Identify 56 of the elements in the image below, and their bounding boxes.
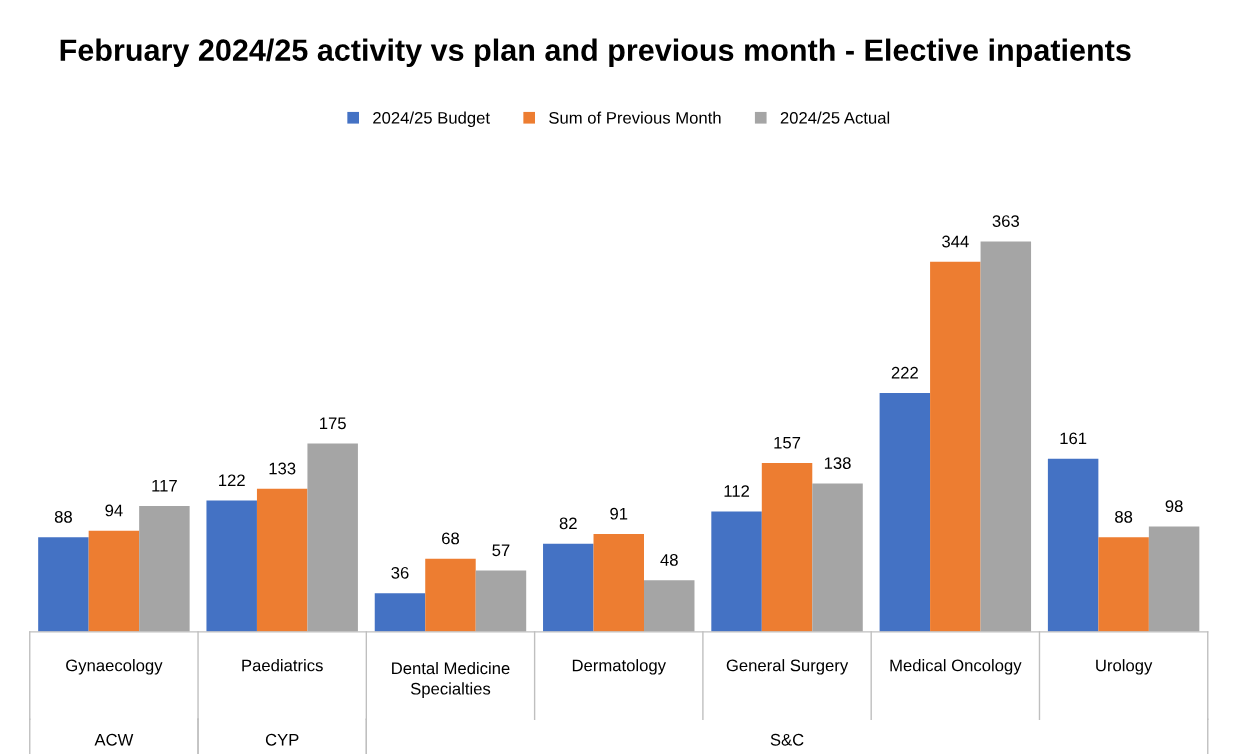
x-tick-label: Urology (1096, 659, 1153, 675)
data-label: 133 (269, 462, 296, 475)
data-label: 88 (54, 510, 72, 523)
x-tick-label: Paediatrics (242, 659, 323, 672)
data-label: 36 (391, 566, 409, 579)
bar (543, 543, 594, 632)
data-label: 222 (891, 366, 918, 379)
x-tick-label: General Surgery (726, 659, 849, 675)
bar (711, 511, 762, 632)
data-label: 122 (219, 474, 245, 487)
data-label: 68 (442, 532, 460, 545)
data-label: 161 (1060, 432, 1087, 445)
bar (879, 393, 931, 632)
bar (139, 506, 190, 632)
data-label: 363 (992, 215, 1019, 227)
data-label: 82 (559, 517, 577, 530)
x-tick-label: Dermatology (572, 659, 666, 675)
data-label: 138 (824, 457, 851, 470)
data-label: 57 (492, 544, 510, 557)
bar (88, 530, 140, 632)
data-label: 94 (105, 504, 123, 517)
legend-label: Sum of Previous Month (549, 111, 721, 124)
bar (38, 537, 89, 632)
data-label: 91 (610, 507, 628, 520)
x-tick-label: Medical Oncology (890, 659, 1022, 675)
bar (761, 462, 813, 632)
bar (930, 261, 981, 632)
x-tick-label: Dental Medicine Specialties (392, 662, 510, 698)
data-label: 175 (320, 417, 346, 430)
bar (475, 570, 527, 632)
bar (307, 443, 358, 632)
x-tick-label: Gynaecology (66, 659, 163, 675)
bar (206, 500, 257, 632)
data-label: 157 (774, 436, 801, 449)
bar (980, 241, 1032, 632)
data-label: 48 (660, 554, 678, 566)
bar (1148, 526, 1200, 632)
data-label: 98 (1165, 500, 1183, 513)
data-label: 112 (724, 485, 750, 497)
bar (374, 593, 426, 632)
chart-title: February 2024/25 activity vs plan and previous month - Elective inpatients (60, 38, 1131, 68)
data-label: 344 (942, 235, 969, 248)
legend-label: 2024/25 Budget (373, 111, 490, 128)
bar (256, 488, 308, 632)
text: S&C (770, 733, 804, 746)
bar (644, 580, 695, 632)
text: ACW (94, 733, 134, 746)
bar (1047, 458, 1099, 632)
bar (593, 533, 644, 632)
bar (812, 483, 863, 632)
legend-label: 2024/25 Actual (780, 111, 890, 124)
data-label: 88 (1115, 510, 1133, 523)
data-label: 117 (152, 479, 177, 492)
bar (1098, 537, 1149, 632)
bar (425, 558, 476, 632)
text: CYP (265, 733, 299, 746)
